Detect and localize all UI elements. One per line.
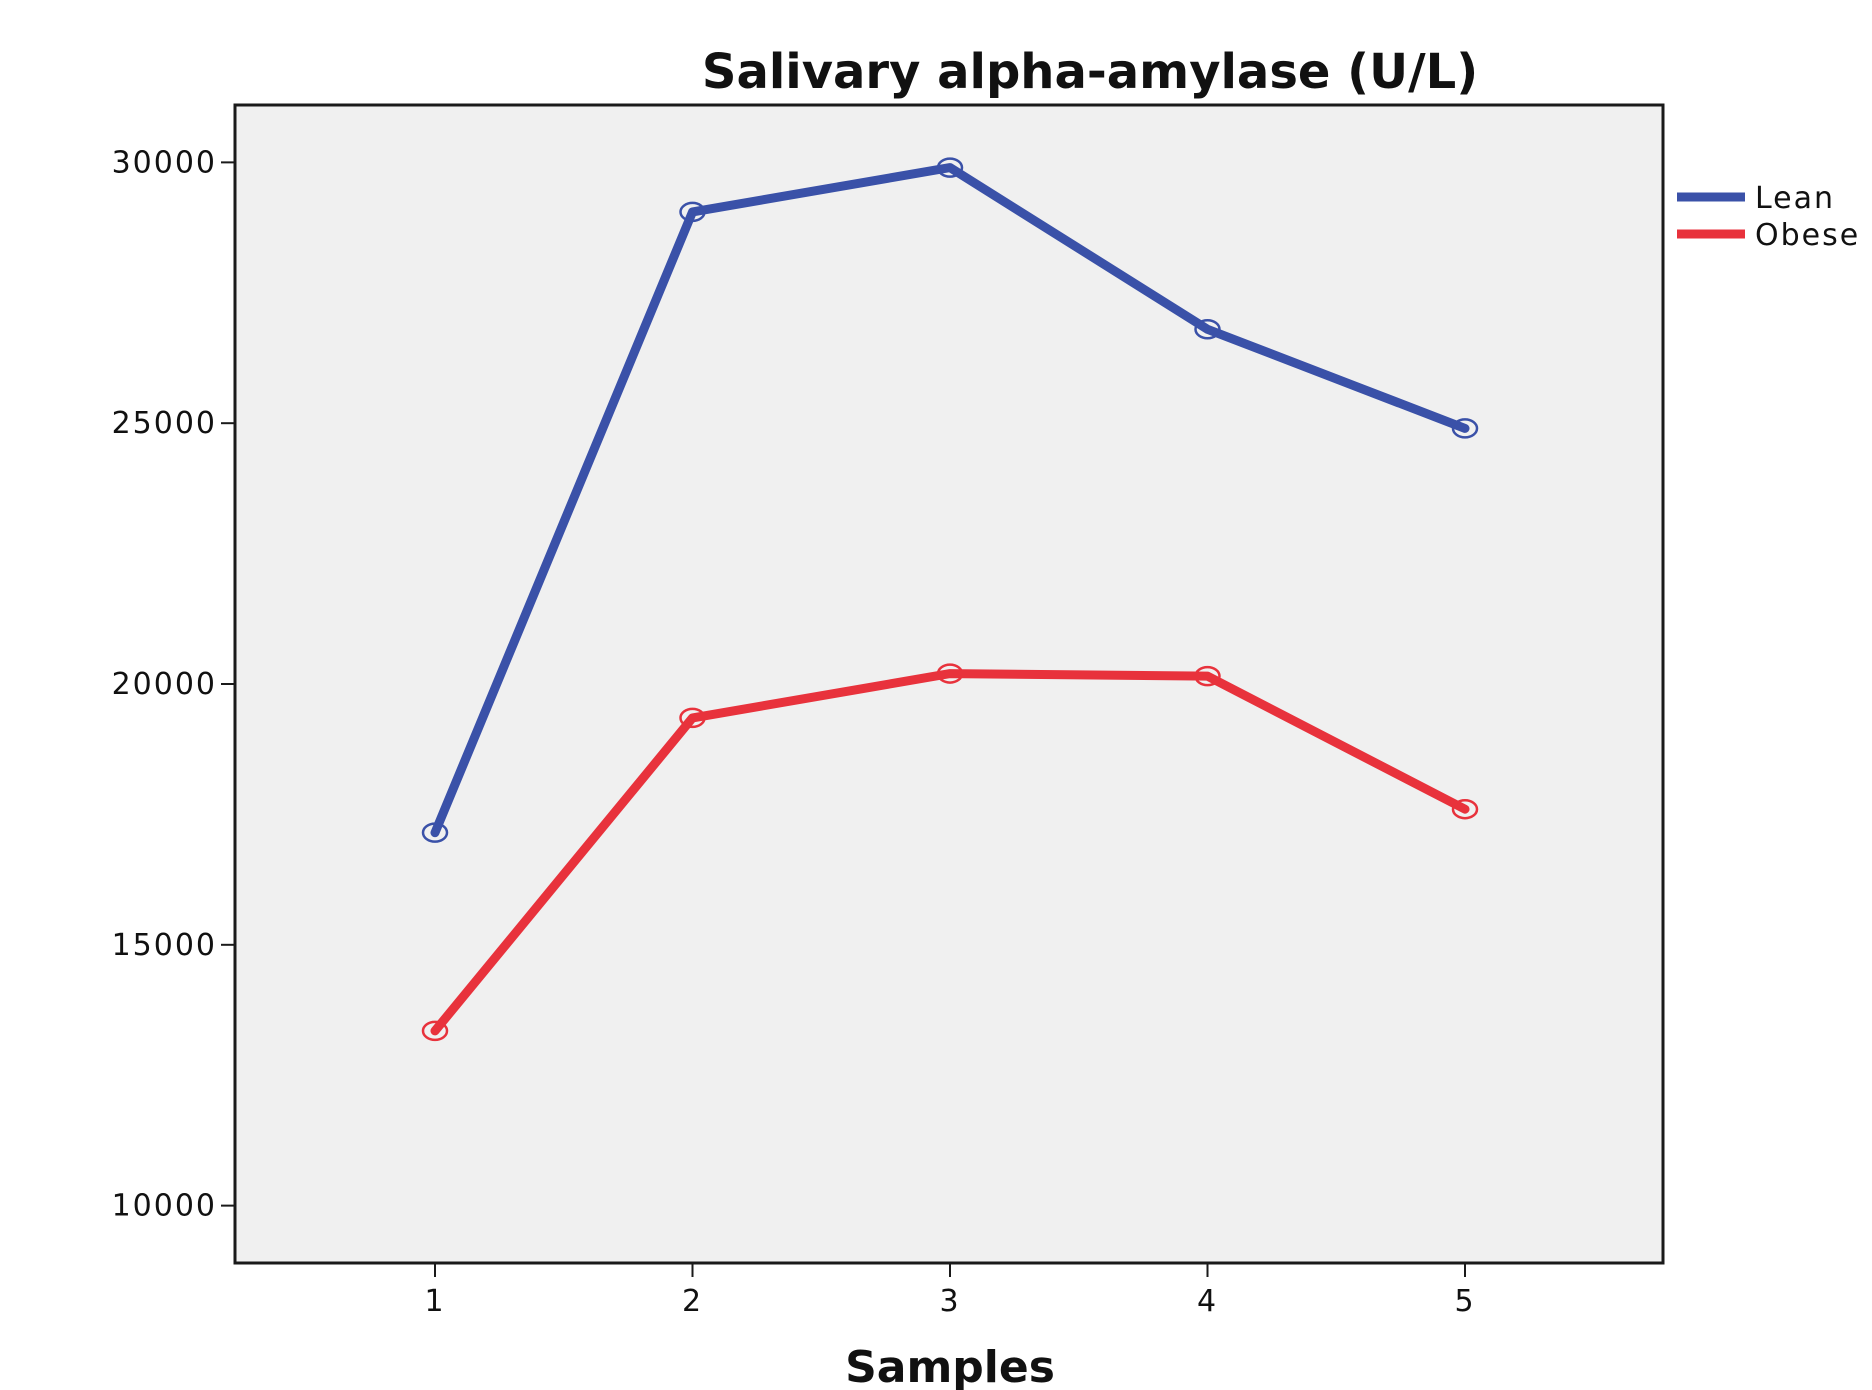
data-point-lean xyxy=(679,201,706,223)
data-point-obese xyxy=(936,663,964,684)
y-tick-label: 15000 xyxy=(112,928,217,963)
data-point-lean xyxy=(1194,319,1221,340)
series-layer xyxy=(421,157,1479,1042)
x-axis-label: Samples xyxy=(845,1342,1055,1390)
data-point-lean xyxy=(421,822,449,843)
data-point-lean xyxy=(1451,418,1479,439)
data-point-lean xyxy=(936,157,964,178)
series-line-obese xyxy=(430,669,1470,1036)
x-tick-label: 3 xyxy=(939,1284,960,1319)
x-tick-label: 1 xyxy=(424,1284,445,1319)
y-tick-label: 20000 xyxy=(112,667,217,702)
legend-label-obese: Obese xyxy=(1755,218,1860,253)
y-axis: 10000 15000 20000 25000 30000 xyxy=(112,145,235,1224)
data-point-obese xyxy=(1451,798,1479,820)
x-axis: 1 2 3 4 5 xyxy=(424,1263,1475,1319)
data-point-obese xyxy=(679,707,706,729)
y-tick-label: 10000 xyxy=(112,1189,217,1224)
x-tick-label: 5 xyxy=(1454,1284,1475,1319)
x-tick-label: 4 xyxy=(1197,1284,1218,1319)
chart-title: Salivary alpha-amylase (U/L) xyxy=(702,44,1478,100)
data-point-obese xyxy=(421,1020,449,1042)
series-line-lean xyxy=(430,163,1470,838)
y-tick-label: 25000 xyxy=(112,406,217,441)
data-point-obese xyxy=(1194,665,1221,687)
legend-label-lean: Lean xyxy=(1755,181,1835,216)
plot-area xyxy=(233,103,1665,1265)
y-tick-label: 30000 xyxy=(112,145,217,180)
x-tick-label: 2 xyxy=(682,1284,703,1319)
